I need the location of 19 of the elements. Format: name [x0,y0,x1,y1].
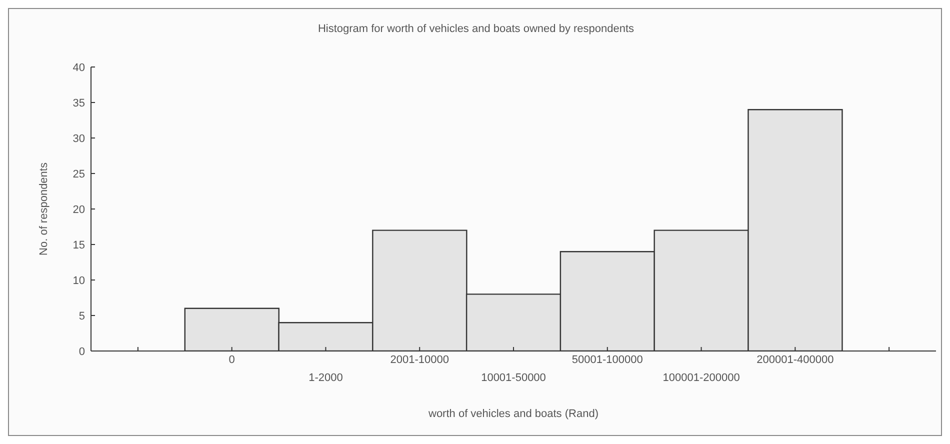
chart-title: Histogram for worth of vehicles and boats owned by respondents [316,23,636,35]
x-tick-label: 50001-100000 [572,354,643,366]
y-tick-label: 20 [72,204,85,216]
y-tick-label: 0 [78,346,85,358]
x-axis-title: worth of vehicles and boats (Rand) [428,408,598,420]
y-tick-label: 40 [72,62,85,74]
x-tick-label: 200001-400000 [756,354,834,366]
y-tick-label: 5 [78,310,85,322]
y-tick-label: 10 [72,274,85,287]
x-tick-label: 0 [228,354,235,366]
y-axis-title: No. of respondents [38,162,50,256]
x-tick-label: 2001-10000 [390,354,449,366]
y-tick-label: 15 [72,239,85,252]
y-tick-label: 35 [72,97,85,110]
x-tick-label: 10001-50000 [481,372,546,384]
y-tick-label: 30 [72,132,85,145]
y-tick-label: 25 [72,168,85,180]
x-tick-label: 100001-200000 [662,372,740,384]
x-tick-label: 1-2000 [308,372,343,384]
